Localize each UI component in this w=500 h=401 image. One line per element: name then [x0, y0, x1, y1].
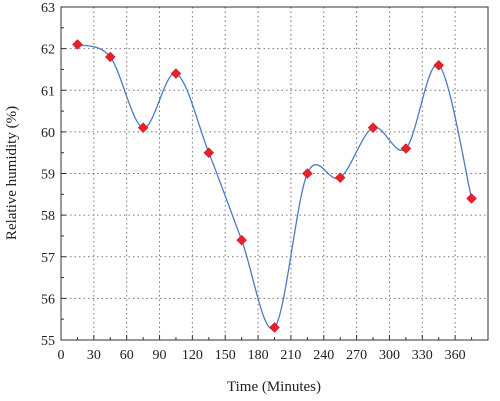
- series-markers: [72, 39, 477, 333]
- data-point-marker: [269, 322, 280, 333]
- x-tick-label: 270: [346, 348, 367, 363]
- y-axis-ticks: 55 56 57 58 59 60 61 62 63: [41, 1, 66, 349]
- x-tick-label: 180: [248, 348, 269, 363]
- x-axis-ticks: 0 30 60 90 120 150 180 210 240 270 300 330 360: [58, 335, 473, 363]
- x-axis-title: Time (Minutes): [227, 379, 321, 395]
- data-point-marker: [433, 59, 445, 71]
- data-point-marker: [104, 51, 116, 63]
- data-point-marker: [367, 122, 379, 134]
- x-tick-label: 150: [215, 348, 236, 363]
- x-tick-label: 30: [87, 348, 101, 363]
- x-tick-label: 90: [153, 348, 167, 363]
- y-tick-label: 58: [41, 209, 55, 224]
- data-point-marker: [301, 168, 313, 179]
- data-point-marker: [400, 143, 412, 154]
- x-tick-label: 300: [379, 348, 400, 363]
- data-point-marker: [72, 39, 83, 50]
- grid: [61, 7, 488, 340]
- data-point-marker: [236, 234, 248, 246]
- data-point-marker: [334, 172, 346, 184]
- y-tick-label: 62: [41, 43, 55, 58]
- data-point-marker: [203, 147, 215, 159]
- series-line: [77, 43, 473, 330]
- y-tick-label: 55: [41, 334, 55, 349]
- x-tick-label: 330: [412, 348, 433, 363]
- y-axis-title: Relative humidity (%): [4, 106, 20, 240]
- x-tick-label: 120: [182, 348, 203, 363]
- y-tick-label: 56: [41, 292, 55, 307]
- y-tick-label: 61: [41, 84, 55, 99]
- data-point-marker: [466, 193, 477, 204]
- x-tick-label: 240: [313, 348, 334, 363]
- x-tick-label: 0: [58, 348, 65, 363]
- data-point-marker: [137, 122, 149, 134]
- y-tick-label: 57: [41, 251, 55, 266]
- y-tick-label: 60: [41, 126, 55, 141]
- y-tick-label: 63: [41, 1, 55, 16]
- y-tick-label: 59: [41, 168, 55, 183]
- series-line-path: [77, 43, 473, 330]
- x-tick-label: 210: [280, 348, 301, 363]
- x-tick-label: 60: [120, 348, 134, 363]
- x-tick-label: 360: [445, 348, 466, 363]
- data-point-marker: [170, 68, 182, 79]
